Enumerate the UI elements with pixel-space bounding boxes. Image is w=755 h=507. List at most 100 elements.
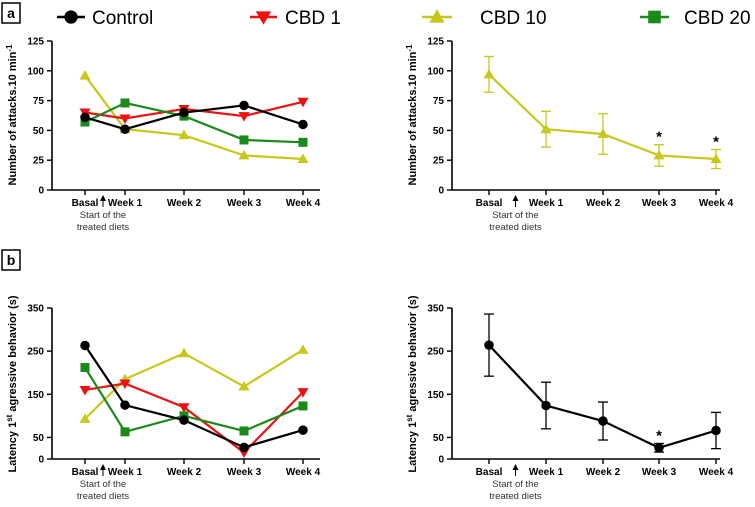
data-point-week-3 xyxy=(239,135,249,145)
y-tick-label: 75 xyxy=(433,96,445,107)
panel-label-text: b xyxy=(7,252,16,268)
x-tick-label-basal: Basal xyxy=(72,198,99,209)
data-point-week-4 xyxy=(298,401,308,411)
y-tick-label: 0 xyxy=(38,455,44,466)
y-tick-label: 250 xyxy=(27,347,44,358)
x-tick-label-basal: Basal xyxy=(72,467,99,478)
data-point-week-4 xyxy=(297,97,309,108)
x-tick-label-week-3: Week 3 xyxy=(642,467,677,478)
data-point-week-1 xyxy=(541,400,551,411)
legend-marker-circle xyxy=(64,10,78,24)
arrow-head xyxy=(512,195,519,201)
data-point-week-3 xyxy=(238,149,250,160)
x-tick-label-week-3: Week 3 xyxy=(227,467,262,478)
y-tick-label: 250 xyxy=(427,347,444,358)
legend-label: Control xyxy=(92,8,153,29)
significance-marker: * xyxy=(656,129,662,146)
series-control xyxy=(484,313,721,453)
x-tick-label-week-3: Week 3 xyxy=(642,198,677,209)
annotation-line-1: Start of the xyxy=(80,479,126,490)
data-point-week-1 xyxy=(120,124,130,134)
legend-item-cbd-10: CBD 10 xyxy=(422,8,547,29)
chart-panel-b: 0 50 150 250 350 Basal Week 1 Week 2 Week 3 Week … xyxy=(5,295,321,502)
data-point-week-4 xyxy=(297,153,309,164)
data-point-week-2 xyxy=(598,416,608,426)
annotation-line-1: Start of the xyxy=(80,210,126,221)
data-point-basal xyxy=(79,385,91,396)
data-point-week-2 xyxy=(178,129,190,140)
significance-marker: * xyxy=(713,133,719,150)
legend-marker-triangle-down xyxy=(255,11,272,25)
data-point-week-2 xyxy=(178,403,190,413)
data-point-basal xyxy=(483,68,495,79)
y-tick-label: 50 xyxy=(33,433,45,444)
data-point-basal xyxy=(79,70,91,80)
legend-marker-triangle-up xyxy=(429,9,445,23)
chart-panel-a-right: 0 25 50 75 100 125 Basal Week 1 Week 2 Week 3 Week… xyxy=(405,37,734,234)
x-tick-label-week-1: Week 1 xyxy=(529,198,564,209)
data-point-week-4 xyxy=(298,137,308,147)
annotation-line-1: Start of the xyxy=(492,210,538,221)
y-axis-label: Latency 1st agressive behavior (s) xyxy=(405,295,420,472)
y-tick-label: 150 xyxy=(427,390,444,401)
chart-panel-a: 0 25 50 75 100 125 Basal Week 1 Week 2 Week 3 Week… xyxy=(5,37,321,234)
y-tick-label: 50 xyxy=(433,126,445,137)
y-tick-label: 350 xyxy=(427,304,444,315)
x-tick-label-week-1: Week 1 xyxy=(108,198,143,209)
data-point-week-4 xyxy=(711,425,721,436)
data-point-week-1 xyxy=(120,427,130,437)
data-point-basal xyxy=(80,363,90,373)
data-point-week-4 xyxy=(298,425,308,435)
y-tick-label: 0 xyxy=(38,186,44,197)
data-point-week-4 xyxy=(297,344,309,354)
arrow-head xyxy=(100,195,106,201)
panel-label-box xyxy=(1,249,21,271)
data-point-basal xyxy=(80,112,90,123)
data-point-basal xyxy=(484,340,494,350)
series-cbd-10 xyxy=(79,344,309,423)
y-tick-label: 75 xyxy=(33,96,45,107)
x-tick-label-week-1: Week 1 xyxy=(529,467,564,478)
legend-item-cbd-1: CBD 1 xyxy=(250,8,341,29)
series-cbd-10 xyxy=(483,55,722,170)
data-point-week-1 xyxy=(540,123,552,134)
panel-labels: ab xyxy=(1,2,21,271)
data-point-week-3 xyxy=(653,149,665,160)
x-tick-label-week-4: Week 4 xyxy=(699,467,734,478)
x-tick-label-basal: Basal xyxy=(476,198,503,209)
y-axis-label: Latency 1st agressive behavior (s) xyxy=(5,295,20,472)
series-line xyxy=(84,344,304,449)
y-tick-label: 0 xyxy=(438,186,444,197)
legend: Control CBD 1 CBD 10 CBD 20 xyxy=(57,8,751,29)
legend-item-control: Control xyxy=(57,8,153,29)
series-control xyxy=(80,340,308,453)
x-tick-label-week-2: Week 2 xyxy=(167,467,202,478)
y-tick-label: 150 xyxy=(27,390,44,401)
arrow-head xyxy=(512,464,519,470)
y-axis-label: Number of attacks.10 min-1 xyxy=(405,44,420,186)
data-point-basal xyxy=(80,340,90,351)
data-point-week-3 xyxy=(238,381,250,391)
y-tick-label: 25 xyxy=(33,156,45,167)
data-point-week-3 xyxy=(654,443,664,453)
x-tick-label-basal: Basal xyxy=(476,467,503,478)
x-tick-label-week-4: Week 4 xyxy=(699,198,734,209)
data-point-week-2 xyxy=(597,128,609,138)
data-point-week-3 xyxy=(239,100,249,111)
data-point-week-1 xyxy=(119,114,131,124)
x-tick-label-week-4: Week 4 xyxy=(286,467,321,478)
y-tick-label: 125 xyxy=(427,37,444,48)
x-tick-label-week-2: Week 2 xyxy=(167,198,202,209)
legend-label: CBD 10 xyxy=(480,8,547,29)
legend-item-cbd-20: CBD 20 xyxy=(640,8,751,29)
y-tick-label: 0 xyxy=(438,455,444,466)
y-tick-label: 50 xyxy=(433,433,445,444)
y-tick-label: 100 xyxy=(27,66,44,77)
x-tick-label-week-2: Week 2 xyxy=(586,467,621,478)
data-point-week-1 xyxy=(120,98,130,108)
data-point-week-4 xyxy=(297,388,309,398)
y-axis-label: Number of attacks.10 min-1 xyxy=(5,44,20,186)
